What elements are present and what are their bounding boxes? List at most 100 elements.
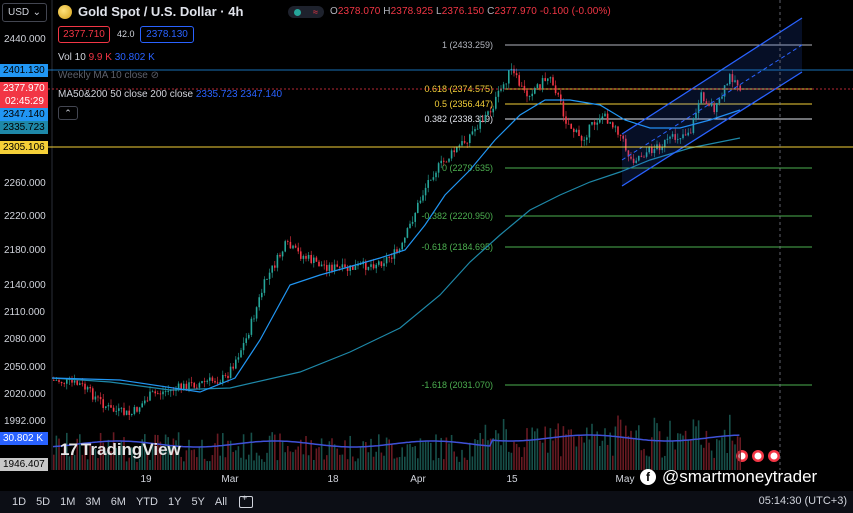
price-tick: 2220.000 [4, 211, 46, 222]
timeframe-1d[interactable]: 1D [12, 496, 27, 508]
market-open-icon [294, 8, 301, 16]
volume-bar [638, 425, 640, 470]
timeframe-3m[interactable]: 3M [85, 496, 101, 508]
volume-bar [180, 456, 182, 470]
candle-body [549, 77, 552, 79]
volume-bar [60, 454, 63, 470]
timeframe-5y[interactable]: 5Y [191, 496, 205, 508]
volume-bar [645, 455, 648, 470]
candle-body [573, 128, 575, 133]
candle-body [294, 245, 297, 248]
candle-body [682, 134, 684, 139]
volume-bar [58, 438, 60, 470]
volume-bar [411, 446, 414, 470]
price-chart[interactable]: 1 (2433.259) 0.618 (2374.575) 0.5 (2356.44… [0, 0, 853, 491]
volume-bar [697, 420, 700, 470]
volume-bars [53, 414, 741, 470]
candle-body [557, 93, 559, 95]
volume-bar [227, 440, 229, 470]
volume-bar [502, 419, 505, 470]
candle-body [578, 129, 580, 137]
timeframe-1m[interactable]: 1M [60, 496, 76, 508]
candle-body [422, 195, 424, 201]
volume-bar [53, 454, 55, 470]
volume-bar [703, 447, 705, 470]
collapse-legend-button[interactable]: ⌃ [58, 106, 78, 120]
buy-button[interactable]: 2378.130 [140, 26, 194, 43]
volume-legend[interactable]: Vol 10 9.9 K 30.802 K [58, 52, 155, 63]
volume-bar [162, 449, 164, 470]
candle-body [619, 134, 622, 136]
volume-bar [255, 452, 258, 470]
volume-bar [313, 459, 315, 470]
candle-body [443, 160, 445, 162]
volume-bar [224, 457, 227, 470]
candle-body [500, 88, 502, 91]
timeframe-all[interactable]: All [214, 496, 228, 508]
volume-bar [102, 442, 104, 470]
timeframe-5d[interactable]: 5D [36, 496, 51, 508]
volume-bar [417, 458, 419, 470]
candle-body [716, 103, 718, 113]
volume-bar [68, 456, 71, 470]
volume-bar [648, 456, 650, 470]
volume-bar [562, 426, 565, 470]
fib-level-label: 0.382 (2338.319) [424, 114, 493, 124]
market-status[interactable]: ≈ [288, 6, 324, 18]
eye-hidden-icon[interactable]: ⊘ [150, 70, 160, 81]
ma50-line [51, 99, 741, 393]
candle-body [188, 382, 190, 391]
gold-coin-icon [58, 4, 72, 19]
candle-body [531, 93, 533, 97]
volume-bar [263, 461, 266, 470]
candle-body [627, 150, 630, 157]
tradingview-watermark[interactable]: 17 TradingView [60, 440, 181, 459]
candle-body [562, 101, 565, 117]
volume-bar [536, 428, 539, 470]
volume-bar [679, 433, 682, 470]
candle-body [469, 134, 471, 144]
volume-bar [726, 452, 728, 470]
volume-bar [216, 433, 219, 470]
weekly-ma-legend[interactable]: Weekly MA 10 close ⊘ [58, 70, 160, 81]
volume-bar [79, 434, 81, 470]
candle-body [708, 104, 710, 106]
timeframe-1y[interactable]: 1Y [167, 496, 182, 508]
volume-bar [115, 447, 117, 470]
volume-bar [401, 447, 403, 470]
time-tick: 18 [327, 474, 339, 485]
volume-bar [336, 448, 338, 470]
candle-body [388, 256, 390, 258]
calendar-icon[interactable] [239, 493, 254, 508]
currency-select[interactable]: USD ⌄ [2, 3, 47, 22]
ma200-tag: 2347.140 [0, 108, 48, 121]
candle-body [66, 379, 68, 384]
candle-body [687, 132, 689, 136]
volume-bar [84, 442, 86, 470]
volume-bar [391, 444, 393, 470]
symbol-title[interactable]: Gold Spot / U.S. Dollar · 4h [58, 4, 243, 19]
volume-bar [302, 454, 305, 470]
volume-bar [375, 451, 377, 470]
fib-level-label: -1.618 (2031.070) [421, 380, 493, 390]
volume-bar [432, 460, 435, 470]
candle-body [365, 261, 367, 270]
timeframe-ytd[interactable]: YTD [135, 496, 158, 508]
fib-level-label: 0 (2279.635) [442, 163, 493, 173]
sell-button[interactable]: 2377.710 [58, 26, 110, 43]
clock[interactable]: 05:14:30 (UTC+3) [758, 495, 847, 507]
parallel-channel [621, 17, 803, 187]
timeframe-6m[interactable]: 6M [110, 496, 126, 508]
candle-body [677, 139, 679, 141]
candle-body [328, 264, 331, 271]
ma-legend[interactable]: MA50&200 50 close 200 close 2335.723 234… [58, 89, 283, 100]
fib-level-label: 0.618 (2374.575) [424, 84, 493, 94]
candle-body [141, 403, 143, 408]
price-axis[interactable]: 2440.000 2401.130 2377.970 02:45:29 2347… [0, 0, 52, 471]
volume-bar [495, 430, 497, 470]
candle-body [648, 146, 650, 153]
candle-body [229, 366, 232, 379]
candle-body [596, 122, 598, 125]
volume-bar [453, 451, 455, 470]
candle-body [53, 380, 55, 381]
